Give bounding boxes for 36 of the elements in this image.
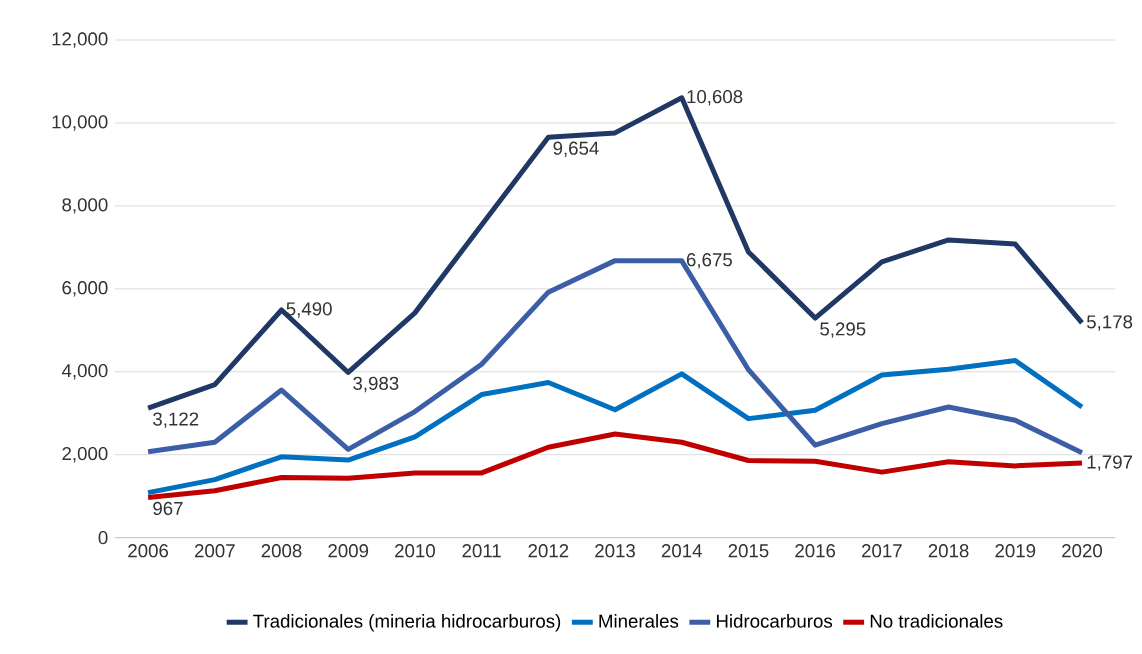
x-tick-label: 2019 <box>995 544 1036 558</box>
x-tick-label: 2016 <box>795 544 836 558</box>
x-tick-label: 2008 <box>261 544 302 558</box>
x-tick-label: 2006 <box>128 544 169 558</box>
x-tick-label: 2018 <box>928 544 969 558</box>
legend-label: Hidrocarburos <box>716 614 833 628</box>
data-label: 10,608 <box>687 90 743 106</box>
data-label: 967 <box>153 501 183 516</box>
x-tick-label: 2015 <box>728 544 769 558</box>
data-label: 9,654 <box>553 141 599 158</box>
x-tick-label: 2013 <box>595 544 635 558</box>
data-label: 5,178 <box>1086 315 1133 331</box>
y-tick-label: 2,000 <box>62 447 108 463</box>
legend-label: Tradicionales (mineria hidrocarburos) <box>253 614 561 632</box>
y-tick-label: 12,000 <box>52 32 108 48</box>
x-tick-label: 2017 <box>862 544 902 558</box>
data-label: 3,983 <box>353 376 399 393</box>
data-label: 1,797 <box>1087 455 1133 471</box>
x-tick-label: 2014 <box>661 544 702 558</box>
x-tick-label: 2009 <box>328 544 369 558</box>
data-label: 5,490 <box>286 302 332 318</box>
y-tick-label: 8,000 <box>62 198 108 214</box>
data-label: 3,122 <box>153 412 199 429</box>
y-tick-label: 10,000 <box>52 115 108 131</box>
data-label: 6,675 <box>686 253 732 269</box>
y-tick-label: 4,000 <box>61 364 108 380</box>
x-tick-label: 2007 <box>194 544 235 558</box>
x-tick-label: 2012 <box>528 544 569 558</box>
y-tick-label: 6,000 <box>62 281 108 297</box>
legend-label: Minerales <box>599 614 679 628</box>
x-tick-label: 2011 <box>462 544 501 558</box>
y-tick-label: 0 <box>98 531 108 545</box>
x-tick-label: 2010 <box>395 544 435 558</box>
x-tick-label: 2020 <box>1062 544 1103 558</box>
data-label: 5,295 <box>820 322 866 338</box>
legend-label: No tradicionales <box>870 614 1003 628</box>
